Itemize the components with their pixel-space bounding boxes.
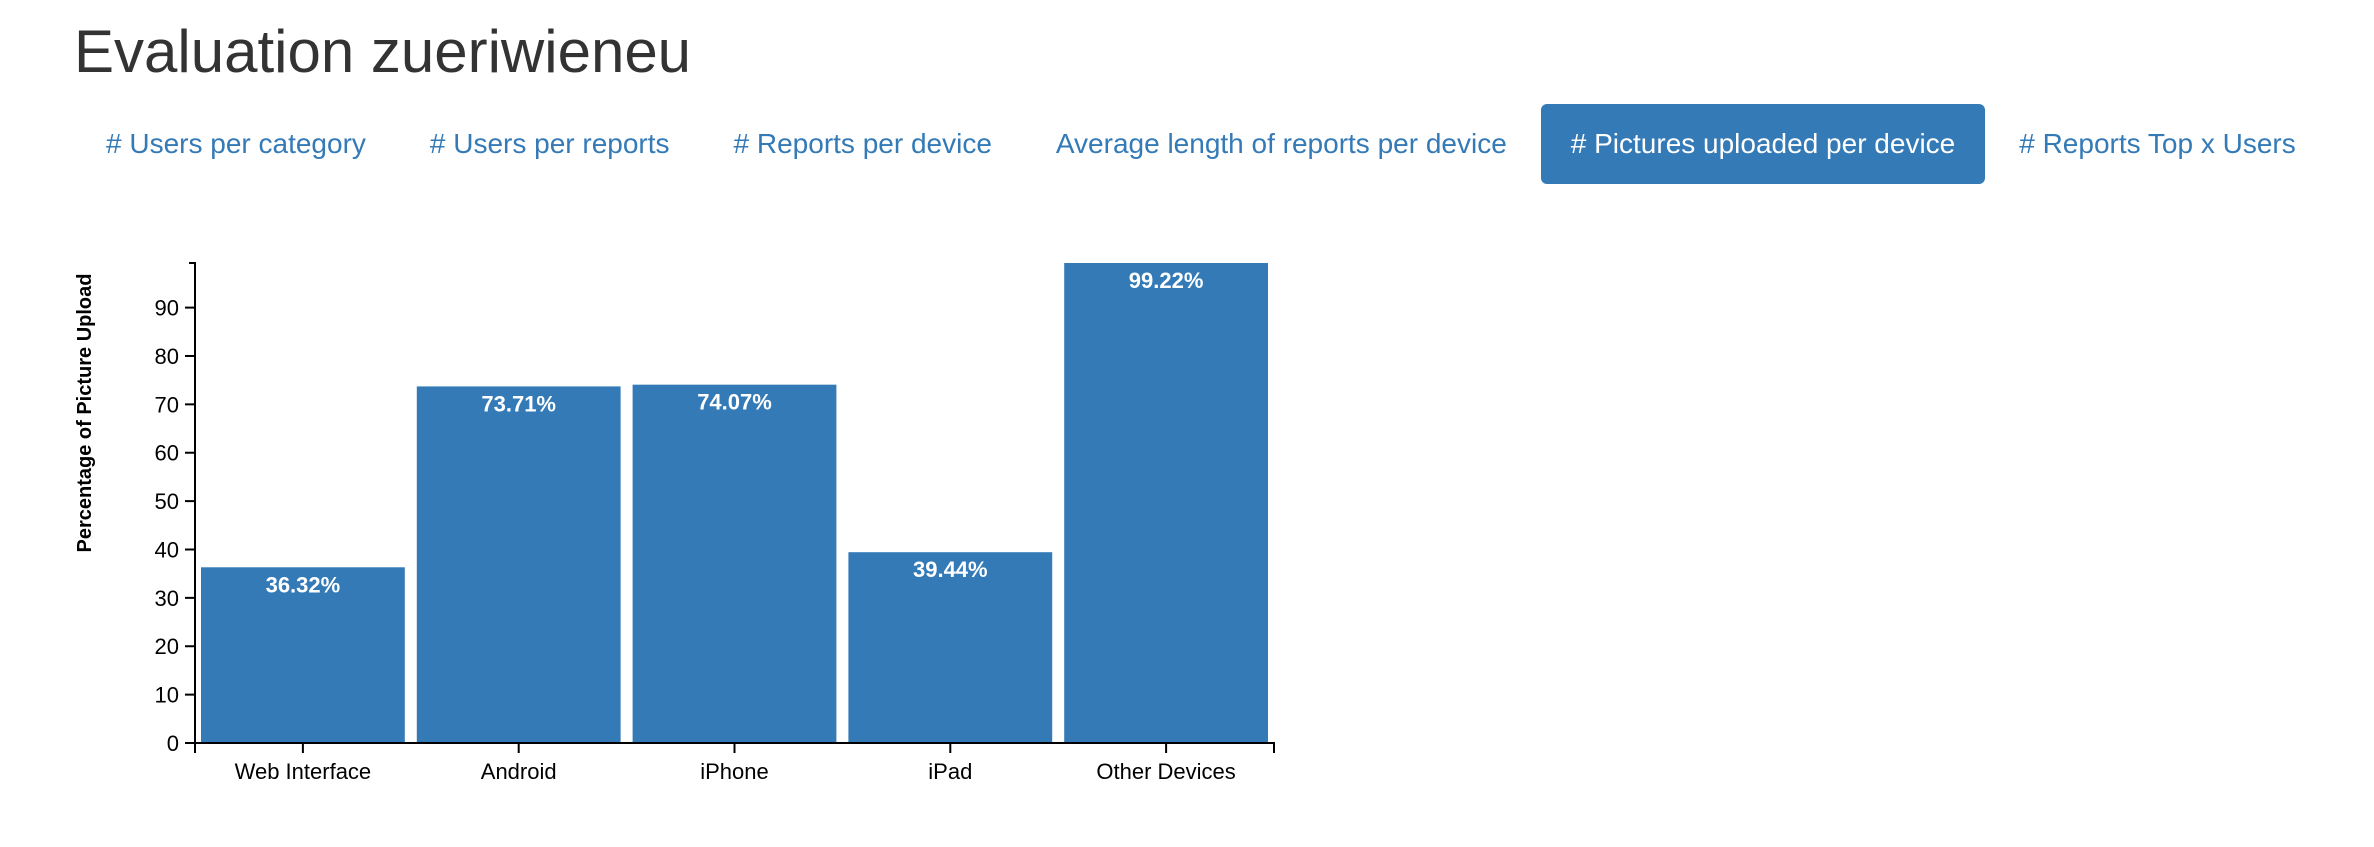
x-tick-label: Web Interface bbox=[235, 759, 372, 784]
bar-data-label: 99.22% bbox=[1129, 268, 1204, 293]
y-axis-line bbox=[189, 262, 196, 744]
bar-data-label: 73.71% bbox=[481, 391, 556, 416]
tab-users-per-reports[interactable]: # Users per reports bbox=[429, 128, 670, 159]
y-tick-label: 40 bbox=[155, 537, 179, 562]
x-tick-label: Other Devices bbox=[1096, 759, 1235, 784]
chart-bar bbox=[201, 567, 405, 743]
tab-bar: # Users per category # Users per reports… bbox=[76, 104, 2330, 184]
y-tick-label: 20 bbox=[155, 634, 179, 659]
x-tick-label: iPad bbox=[928, 759, 972, 784]
y-tick-label: 80 bbox=[155, 344, 179, 369]
chart-bar bbox=[1064, 263, 1268, 743]
chart-bar bbox=[632, 384, 837, 743]
tab-reports-top-users[interactable]: # Reports Top x Users bbox=[2019, 128, 2296, 159]
y-tick-label: 70 bbox=[155, 392, 179, 417]
y-tick-label: 30 bbox=[155, 586, 179, 611]
bar-data-label: 74.07% bbox=[697, 390, 772, 415]
y-tick-label: 60 bbox=[155, 441, 179, 466]
y-tick-label: 0 bbox=[167, 731, 179, 756]
tab-pictures-uploaded-per-device[interactable]: # Pictures uploaded per device bbox=[1540, 104, 1986, 184]
y-tick-label: 50 bbox=[155, 489, 179, 514]
tab-reports-per-device[interactable]: # Reports per device bbox=[733, 128, 992, 159]
chart-bar bbox=[416, 386, 621, 743]
y-tick-label: 10 bbox=[155, 683, 179, 708]
y-tick-label: 90 bbox=[155, 296, 179, 321]
bar-data-label: 39.44% bbox=[913, 557, 988, 582]
bar-data-label: 36.32% bbox=[266, 572, 341, 597]
y-axis-title: Percentage of Picture Upload bbox=[74, 274, 96, 553]
x-tick-label: Android bbox=[481, 759, 557, 784]
page-title: Evaluation zueriwieneu bbox=[74, 18, 692, 85]
chart-bar bbox=[848, 552, 1053, 743]
x-axis-line bbox=[194, 742, 1275, 753]
x-tick-label: iPhone bbox=[700, 759, 769, 784]
tab-average-length-of-reports[interactable]: Average length of reports per device bbox=[1055, 128, 1507, 159]
tab-users-per-category[interactable]: # Users per category bbox=[106, 128, 366, 159]
